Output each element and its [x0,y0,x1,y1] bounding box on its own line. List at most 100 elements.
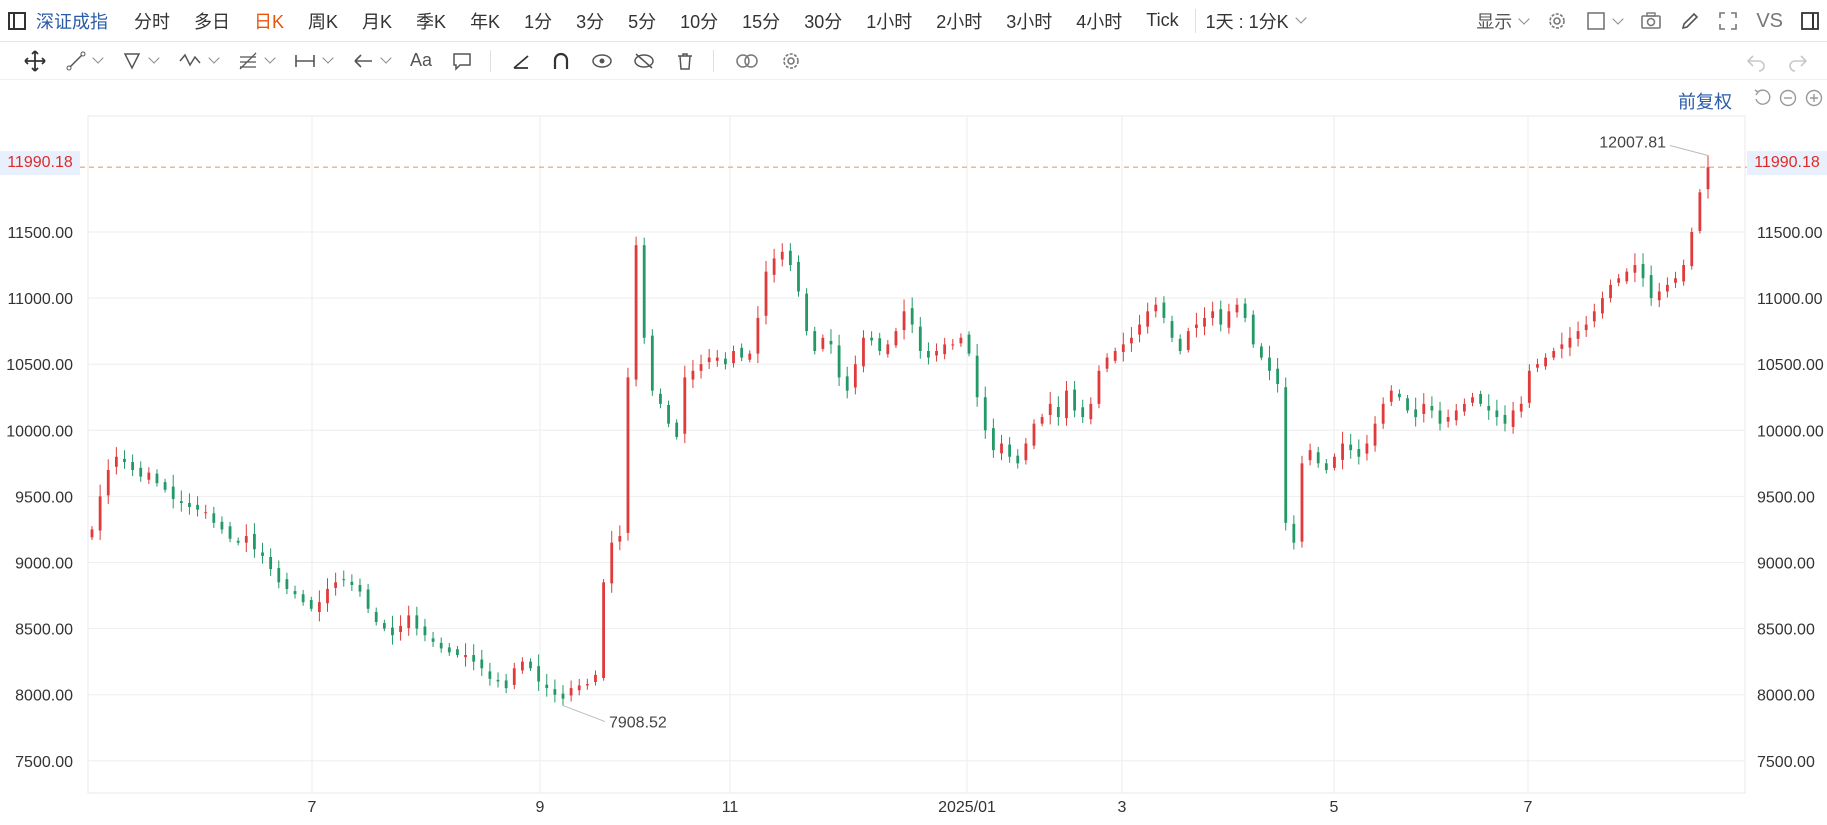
period-tab[interactable]: 30分 [804,11,843,32]
y-tick-label-left: 8500.00 [15,622,73,639]
candle-body [845,376,849,391]
link-icon[interactable] [734,51,760,71]
candle-body [196,504,199,510]
adjustment-mode[interactable]: 前复权 [1678,92,1732,112]
candle-body [707,357,711,363]
y-tick-label-left: 11000.00 [7,291,73,308]
gear-icon[interactable] [1546,10,1568,32]
period-tab[interactable]: 周K [308,11,339,32]
candle-body [163,482,167,490]
candle-body [391,627,394,636]
zoom-tools [1752,88,1824,108]
candle-body [837,345,841,378]
line-tool-dropdown[interactable] [66,51,104,71]
period-tab[interactable]: 日K [254,11,285,32]
candle-body [1333,456,1336,468]
period-tab[interactable]: 3小时 [1006,11,1053,32]
plot-area [87,115,1746,794]
candle-body [1657,291,1661,301]
candle-body [1065,390,1068,419]
polygon-icon [123,52,141,70]
fib-tool-dropdown[interactable] [238,51,276,71]
period-tab[interactable]: 年K [470,11,501,32]
period-tab[interactable]: 3分 [576,11,605,32]
arrow-tool-dropdown[interactable] [352,51,392,71]
candle-body [1544,357,1547,367]
period-tab[interactable]: 季K [416,11,447,32]
period-tab[interactable]: Tick [1146,10,1179,30]
candle-body [382,623,386,629]
candle-body [520,661,524,671]
period-tab[interactable]: 10分 [680,11,719,32]
candle-body [1300,463,1304,542]
candle-body [155,473,159,484]
eye-icon[interactable] [591,51,613,71]
candle-body [131,462,135,470]
redo-icon[interactable] [1787,52,1809,77]
candle-body [147,472,151,480]
candle-body [204,512,208,514]
undo-icon[interactable] [1745,52,1767,77]
candle-body [862,337,865,367]
wave-tool-dropdown[interactable] [178,51,220,71]
period-tab[interactable]: 分时 [134,11,170,32]
panel-toggle-icon[interactable] [8,11,26,30]
straight-line-icon[interactable] [511,51,531,71]
custom-period-label: 1天 : 1分K [1205,11,1289,32]
period-tab[interactable]: 1小时 [866,11,913,32]
magnet-icon[interactable] [551,51,571,71]
candle-body [740,347,744,358]
compare-button[interactable]: VS [1756,10,1783,33]
top-toolbar: 深证成指 分时 多日 日K 周K 月K 季K 年K 1分 3分 5分 10分 15分 30分 1小时 2小时… [0,0,1827,42]
candle-body [1243,303,1247,318]
period-tab[interactable]: 2小时 [936,11,983,32]
candle-body [1195,324,1198,328]
measure-tool-dropdown[interactable] [294,51,334,71]
period-tab[interactable]: 多日 [194,11,230,32]
trash-icon[interactable] [675,51,695,71]
candle-body [764,271,768,316]
y-tick-label-left: 11500.00 [7,225,73,242]
zoom-in-icon[interactable] [1804,88,1824,108]
settings-icon[interactable] [780,50,802,72]
candle-body [244,536,248,543]
period-tab[interactable]: 5分 [628,11,657,32]
candle-body [212,513,216,523]
candle-body [537,666,541,682]
fullscreen-icon[interactable] [1718,11,1738,31]
custom-period-dropdown[interactable]: 1天 : 1分K [1205,8,1307,34]
hide-icon[interactable] [633,51,655,71]
text-icon[interactable]: Aa [410,50,433,70]
candle-body [512,668,516,685]
polygon-tool-dropdown[interactable] [122,51,160,71]
camera-icon[interactable] [1640,11,1662,31]
display-dropdown[interactable]: 显示 [1476,8,1530,34]
candle-body [123,458,126,463]
symbol-name[interactable]: 深证成指 [36,11,108,32]
candle-body [1633,265,1637,273]
candle-body [1308,450,1312,461]
candle-body [1381,403,1385,424]
candle-body [1105,357,1109,369]
candle-body [98,496,102,531]
display-label: 显示 [1476,12,1513,32]
reset-icon[interactable] [1752,88,1772,108]
zoom-out-icon[interactable] [1778,88,1798,108]
layout-dropdown[interactable] [1586,11,1624,31]
y-tick-label-right: 9000.00 [1757,556,1815,573]
period-tab[interactable]: 4小时 [1076,11,1123,32]
candle-body [959,337,963,344]
candle-body [634,245,638,380]
period-tab[interactable]: 1分 [524,11,553,32]
period-tab[interactable]: 月K [362,11,393,32]
pen-icon[interactable] [1680,11,1700,31]
period-tab[interactable]: 15分 [742,11,781,32]
compare-label: VS [1756,9,1783,32]
comment-icon[interactable] [452,51,472,71]
candle-body [464,655,467,658]
panel-toggle-icon[interactable] [1801,12,1819,30]
candle-body [1592,311,1596,322]
candle-body [90,529,94,538]
move-icon[interactable] [24,49,46,72]
